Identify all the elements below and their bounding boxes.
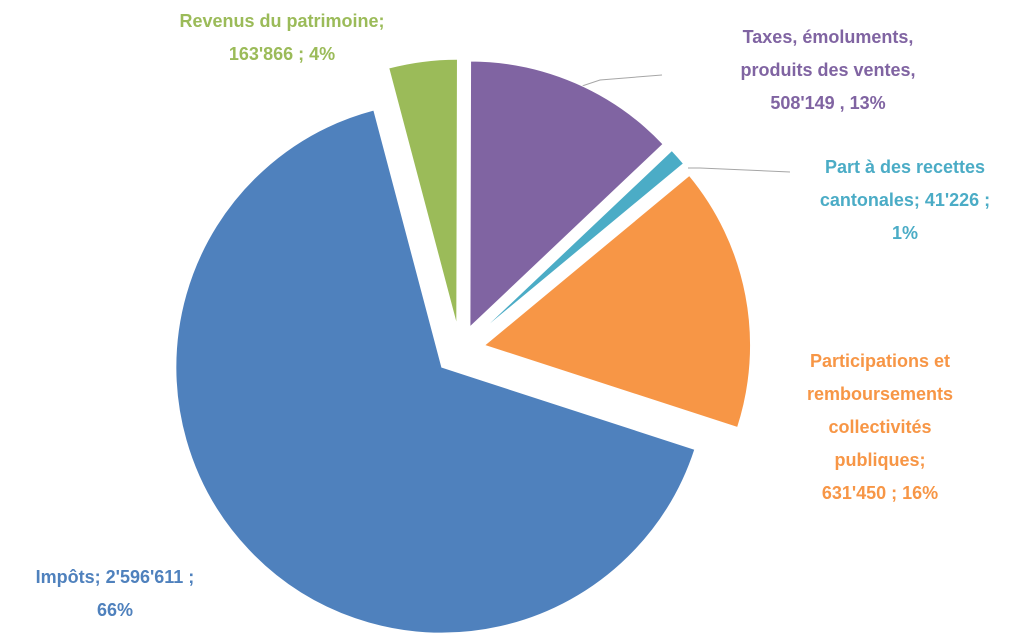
pie-slice [478,149,685,334]
data-label: 631'450 ; 16% [822,483,938,503]
pie-slice [388,58,458,326]
leader-line [688,167,791,173]
pie-slice [483,174,752,429]
data-label: 508'149 , 13% [770,93,885,113]
data-label: cantonales; 41'226 ; [820,190,990,210]
data-label: 66% [97,600,133,620]
pie-slice [469,60,664,329]
data-label: produits des ventes, [740,60,915,80]
data-label: 1% [892,223,918,243]
data-label: Taxes, émoluments, [743,27,914,47]
data-label: remboursements [807,384,953,404]
data-label: 163'866 ; 4% [229,44,335,64]
data-label: Revenus du patrimoine; [179,11,384,31]
data-label: Part à des recettes [825,157,985,177]
data-label: Participations et [810,351,950,371]
data-label: publiques; [835,450,926,470]
data-label: Impôts; 2'596'611 ; [36,567,195,587]
pie-slice [175,109,696,634]
data-label: collectivités [828,417,931,437]
